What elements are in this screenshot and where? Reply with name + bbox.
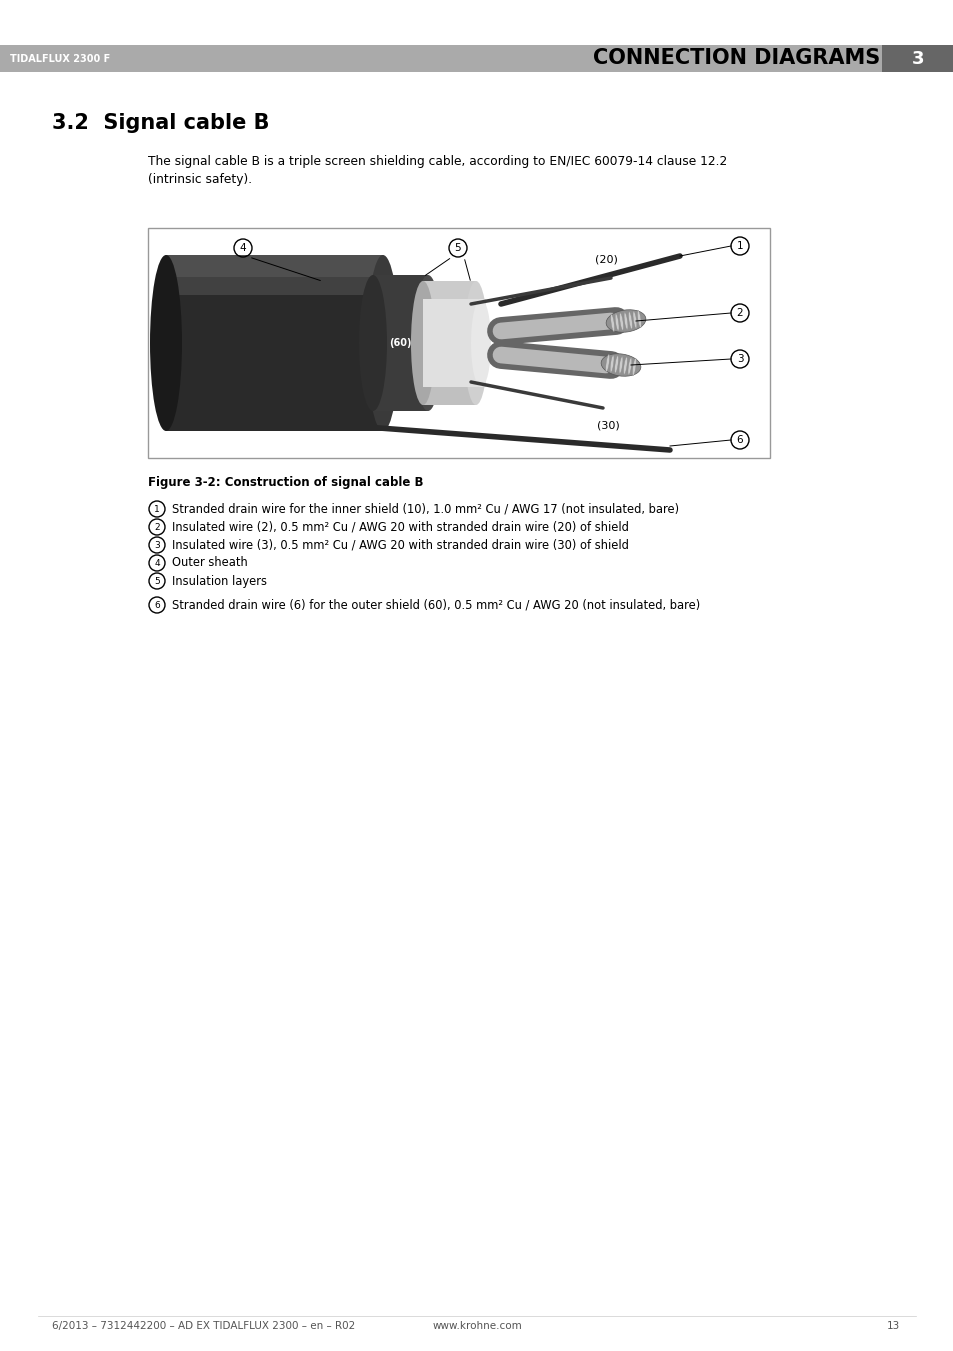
Text: Insulation layers: Insulation layers: [172, 574, 267, 588]
Ellipse shape: [463, 281, 488, 405]
Text: TIDALFLUX 2300 F: TIDALFLUX 2300 F: [10, 54, 111, 63]
Text: 3: 3: [154, 540, 160, 550]
Text: (intrinsic safety).: (intrinsic safety).: [148, 173, 252, 186]
Text: 4: 4: [239, 243, 246, 253]
Bar: [166, 255, 382, 295]
Text: Stranded drain wire (6) for the outer shield (60), 0.5 mm² Cu / AWG 20 (not insu: Stranded drain wire (6) for the outer sh…: [172, 598, 700, 612]
Text: 3: 3: [911, 50, 923, 68]
Text: (20): (20): [594, 254, 617, 263]
Ellipse shape: [471, 299, 491, 386]
Ellipse shape: [628, 312, 632, 330]
Ellipse shape: [358, 276, 387, 411]
Bar: [373, 276, 428, 411]
Text: 4: 4: [154, 558, 160, 567]
Ellipse shape: [605, 354, 609, 372]
Text: 1: 1: [736, 240, 742, 251]
Bar: [422, 281, 476, 405]
Text: 5: 5: [455, 243, 461, 253]
Text: 6: 6: [736, 435, 742, 444]
Bar: [422, 299, 485, 386]
Text: 13: 13: [886, 1321, 899, 1331]
Ellipse shape: [367, 255, 398, 431]
Bar: [422, 281, 476, 319]
Bar: [166, 255, 382, 277]
Ellipse shape: [605, 309, 645, 332]
Ellipse shape: [623, 357, 627, 374]
Text: (60): (60): [389, 338, 412, 349]
Ellipse shape: [600, 354, 640, 376]
Text: CONNECTION DIAGRAMS: CONNECTION DIAGRAMS: [592, 49, 879, 69]
Text: 5: 5: [154, 577, 160, 585]
Ellipse shape: [627, 358, 631, 376]
Ellipse shape: [150, 255, 182, 431]
Text: Outer sheath: Outer sheath: [172, 557, 248, 570]
Ellipse shape: [411, 281, 435, 405]
Ellipse shape: [633, 311, 637, 328]
Text: Figure 3-2: Construction of signal cable B: Figure 3-2: Construction of signal cable…: [148, 476, 423, 489]
Bar: [0, 45, 953, 72]
Text: 3.2  Signal cable B: 3.2 Signal cable B: [52, 113, 269, 132]
Text: 6: 6: [154, 600, 160, 609]
Text: 2: 2: [736, 308, 742, 317]
Text: 6/2013 – 7312442200 – AD EX TIDALFLUX 2300 – en – R02: 6/2013 – 7312442200 – AD EX TIDALFLUX 23…: [52, 1321, 355, 1331]
Text: 2: 2: [154, 523, 160, 531]
Text: Stranded drain wire for the inner shield (10), 1.0 mm² Cu / AWG 17 (not insulate: Stranded drain wire for the inner shield…: [172, 503, 679, 516]
Text: 3: 3: [736, 354, 742, 363]
Text: (10): (10): [437, 338, 460, 349]
Text: www.krohne.com: www.krohne.com: [432, 1321, 521, 1331]
Text: 1: 1: [154, 504, 160, 513]
Bar: [882, 45, 953, 72]
Ellipse shape: [637, 311, 640, 328]
Text: Insulated wire (2), 0.5 mm² Cu / AWG 20 with stranded drain wire (20) of shield: Insulated wire (2), 0.5 mm² Cu / AWG 20 …: [172, 520, 628, 534]
Bar: [148, 228, 769, 458]
Ellipse shape: [615, 313, 618, 331]
Ellipse shape: [623, 312, 627, 330]
Ellipse shape: [618, 313, 623, 331]
Ellipse shape: [610, 355, 614, 373]
Ellipse shape: [618, 357, 622, 374]
Ellipse shape: [614, 355, 618, 373]
Bar: [166, 255, 382, 431]
Text: (30): (30): [596, 420, 618, 430]
Text: Insulated wire (3), 0.5 mm² Cu / AWG 20 with stranded drain wire (30) of shield: Insulated wire (3), 0.5 mm² Cu / AWG 20 …: [172, 539, 628, 551]
Ellipse shape: [414, 276, 441, 411]
Ellipse shape: [632, 358, 636, 376]
Ellipse shape: [610, 315, 614, 331]
Text: The signal cable B is a triple screen shielding cable, according to EN/IEC 60079: The signal cable B is a triple screen sh…: [148, 155, 726, 168]
